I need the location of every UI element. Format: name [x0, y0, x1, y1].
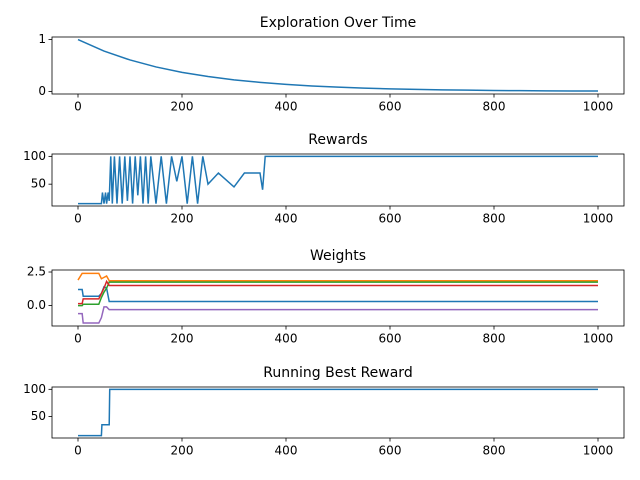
- axes-frame: [51, 36, 625, 95]
- x-tick-label: 400: [275, 332, 298, 346]
- line-series: [77, 272, 598, 282]
- x-tick-label: 0: [74, 444, 82, 458]
- line-series: [78, 285, 598, 303]
- x-tick-label: 1000: [583, 332, 614, 346]
- x-tick-label: 200: [171, 332, 194, 346]
- subplot-title: Running Best Reward: [263, 365, 412, 381]
- line-series: [78, 306, 598, 324]
- x-tick-label: 600: [379, 212, 402, 226]
- line-series: [78, 279, 598, 305]
- x-tick-label: 600: [379, 332, 402, 346]
- subplot-title: Rewards: [308, 132, 367, 148]
- x-tick-label: 1000: [583, 444, 614, 458]
- axes-frame: [51, 386, 625, 439]
- x-tick-label: 400: [275, 212, 298, 226]
- y-tick-label: 2.5: [27, 265, 46, 279]
- x-tick-label: 600: [379, 444, 402, 458]
- x-tick-label: 400: [275, 444, 298, 458]
- x-tick-label: 0: [74, 212, 82, 226]
- line-series: [78, 388, 598, 437]
- x-tick-label: 800: [483, 444, 506, 458]
- y-tick-label: 50: [31, 409, 46, 423]
- x-tick-label: 800: [483, 100, 506, 114]
- x-tick-label: 200: [171, 444, 194, 458]
- y-tick-label: 0: [38, 84, 46, 98]
- axes-frame: [51, 269, 625, 327]
- line-series: [77, 38, 599, 92]
- y-tick-label: 1: [38, 32, 46, 46]
- subplot-title: Weights: [310, 248, 366, 264]
- y-tick-label: 100: [23, 382, 46, 396]
- x-tick-label: 1000: [583, 100, 614, 114]
- y-tick-label: 100: [23, 149, 46, 163]
- x-tick-label: 200: [171, 212, 194, 226]
- x-tick-label: 1000: [583, 212, 614, 226]
- line-series: [78, 155, 598, 205]
- x-tick-label: 800: [483, 332, 506, 346]
- x-tick-label: 800: [483, 212, 506, 226]
- x-tick-label: 200: [171, 100, 194, 114]
- y-tick-label: 50: [31, 177, 46, 191]
- x-tick-label: 400: [275, 100, 298, 114]
- x-tick-label: 0: [74, 100, 82, 114]
- x-tick-label: 0: [74, 332, 82, 346]
- y-tick-label: 0.0: [27, 298, 46, 312]
- subplot-title: Exploration Over Time: [260, 15, 416, 31]
- x-tick-label: 600: [379, 100, 402, 114]
- axes-frame: [51, 153, 625, 207]
